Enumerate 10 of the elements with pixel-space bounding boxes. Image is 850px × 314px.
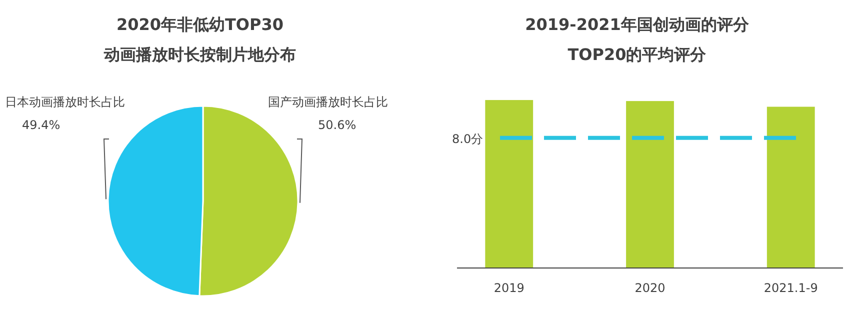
data-label: 49.4% (22, 118, 60, 132)
data-label: 50.6% (318, 118, 356, 132)
slice-label: 日本动画播放时长占比 (5, 95, 125, 109)
x-tick-label: 2021.1-9 (764, 281, 818, 295)
x-tick-label: 2020 (634, 281, 666, 295)
chart-title: 2019-2021年国创动画的评分 TOP20的平均评分 (525, 15, 750, 64)
chart-title: 2020年非低幼TOP30 动画播放时长按制片地分布 (103, 15, 296, 64)
x-tick-label: 2019 (494, 281, 524, 295)
slice-label: 国产动画播放时长占比 (268, 95, 388, 109)
ref-line-label: 8.0分 (452, 132, 484, 146)
